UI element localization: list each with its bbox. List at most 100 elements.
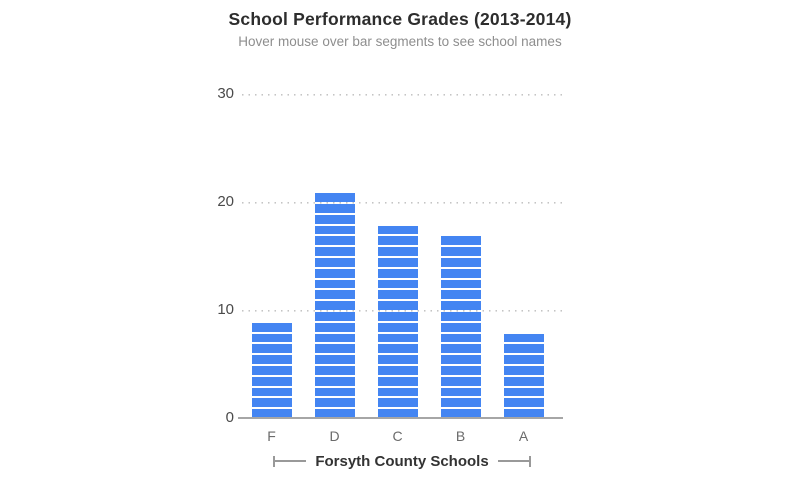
gridline-y-10 <box>242 310 562 312</box>
y-tick-label-10: 10 <box>217 301 234 318</box>
bar-segment-C-9[interactable] <box>377 322 418 332</box>
bar-segment-A-5[interactable] <box>503 366 544 375</box>
y-tick-label-20: 20 <box>217 193 234 210</box>
bar-segment-D-17[interactable] <box>314 236 355 246</box>
bar-segment-D-1[interactable] <box>314 409 355 418</box>
bar-segment-F-3[interactable] <box>251 387 292 397</box>
bar-segment-C-2[interactable] <box>377 398 418 408</box>
bar-segment-D-11[interactable] <box>314 301 355 311</box>
bar-segment-F-1[interactable] <box>251 409 292 418</box>
bar-segment-A-8[interactable] <box>503 333 544 343</box>
bar-segment-A-2[interactable] <box>503 398 544 408</box>
chart-subtitle: Hover mouse over bar segments to see sch… <box>238 34 562 49</box>
gridline-y-30 <box>242 94 562 96</box>
bar-segment-D-13[interactable] <box>314 279 355 289</box>
bar-segment-F-7[interactable] <box>251 344 292 354</box>
bar-segment-D-4[interactable] <box>314 376 355 386</box>
bar-segment-D-14[interactable] <box>314 268 355 278</box>
bar-segment-A-6[interactable] <box>503 355 544 365</box>
bar-segment-B-13[interactable] <box>440 279 481 289</box>
bar-segment-C-18[interactable] <box>377 225 418 235</box>
bar-segment-B-11[interactable] <box>440 301 481 311</box>
bracket-left-tick <box>273 455 276 467</box>
bar-segment-C-15[interactable] <box>377 258 418 267</box>
bar-segment-C-8[interactable] <box>377 333 418 343</box>
bar-segment-D-15[interactable] <box>314 258 355 267</box>
bar-segment-D-21[interactable] <box>314 193 355 203</box>
bar-segment-B-8[interactable] <box>440 333 481 343</box>
bar-segment-B-17[interactable] <box>440 236 481 246</box>
bar-segment-D-2[interactable] <box>314 398 355 408</box>
bar-segment-B-16[interactable] <box>440 247 481 257</box>
chart-title: School Performance Grades (2013-2014) <box>228 9 572 29</box>
bar-segment-C-6[interactable] <box>377 355 418 365</box>
bar-D <box>314 193 355 418</box>
bar-segment-F-2[interactable] <box>251 398 292 408</box>
bar-segment-C-16[interactable] <box>377 247 418 257</box>
bar-segment-D-6[interactable] <box>314 355 355 365</box>
bar-segment-C-1[interactable] <box>377 409 418 418</box>
bar-segment-C-4[interactable] <box>377 376 418 386</box>
bar-F <box>251 322 292 418</box>
bar-segment-D-18[interactable] <box>314 225 355 235</box>
bar-segment-C-17[interactable] <box>377 236 418 246</box>
bar-B <box>440 236 481 418</box>
x-tick-label-B: B <box>455 428 466 444</box>
bar-segment-C-3[interactable] <box>377 387 418 397</box>
y-tick-label-0: 0 <box>225 409 234 426</box>
bracket-right-line <box>497 460 529 462</box>
bar-segment-A-1[interactable] <box>503 409 544 418</box>
bar-segment-D-12[interactable] <box>314 290 355 300</box>
gridline-y-20 <box>242 202 562 204</box>
bar-segment-B-1[interactable] <box>440 409 481 418</box>
x-axis-line <box>238 417 563 419</box>
bar-segment-B-2[interactable] <box>440 398 481 408</box>
bar-segment-D-19[interactable] <box>314 214 355 224</box>
bar-segment-F-8[interactable] <box>251 333 292 343</box>
bracket-left-line <box>275 460 307 462</box>
bar-segment-B-4[interactable] <box>440 376 481 386</box>
bar-segment-F-4[interactable] <box>251 376 292 386</box>
bar-C <box>377 225 418 418</box>
bar-segment-A-3[interactable] <box>503 387 544 397</box>
x-tick-label-D: D <box>329 428 340 444</box>
bar-A <box>503 333 544 418</box>
bar-segment-F-5[interactable] <box>251 366 292 375</box>
bar-segment-D-16[interactable] <box>314 247 355 257</box>
x-tick-label-A: A <box>518 428 529 444</box>
bar-segment-B-10[interactable] <box>440 312 481 321</box>
bar-segment-C-14[interactable] <box>377 268 418 278</box>
bar-segment-B-14[interactable] <box>440 268 481 278</box>
bar-segment-D-8[interactable] <box>314 333 355 343</box>
bar-segment-D-7[interactable] <box>314 344 355 354</box>
bar-segment-C-10[interactable] <box>377 312 418 321</box>
bar-segment-C-11[interactable] <box>377 301 418 311</box>
bar-segment-C-13[interactable] <box>377 279 418 289</box>
bar-segment-B-5[interactable] <box>440 366 481 375</box>
x-axis-title: Forsyth County Schools <box>315 452 489 470</box>
bar-segment-C-7[interactable] <box>377 344 418 354</box>
y-tick-label-30: 30 <box>217 85 234 102</box>
bar-segment-D-20[interactable] <box>314 204 355 213</box>
bar-segment-D-3[interactable] <box>314 387 355 397</box>
bar-segment-F-9[interactable] <box>251 322 292 332</box>
bar-segment-B-6[interactable] <box>440 355 481 365</box>
bar-segment-D-5[interactable] <box>314 366 355 375</box>
bar-segment-C-5[interactable] <box>377 366 418 375</box>
bar-segment-D-10[interactable] <box>314 312 355 321</box>
bar-segment-A-7[interactable] <box>503 344 544 354</box>
bar-segment-B-12[interactable] <box>440 290 481 300</box>
bar-segment-F-6[interactable] <box>251 355 292 365</box>
bar-segment-C-12[interactable] <box>377 290 418 300</box>
bar-segment-D-9[interactable] <box>314 322 355 332</box>
x-tick-label-C: C <box>392 428 403 444</box>
bar-segment-B-15[interactable] <box>440 258 481 267</box>
bar-segment-B-7[interactable] <box>440 344 481 354</box>
bracket-right-tick <box>528 455 531 467</box>
bar-segment-B-9[interactable] <box>440 322 481 332</box>
x-axis-title-bracket: Forsyth County Schools <box>242 451 562 471</box>
bar-segment-B-3[interactable] <box>440 387 481 397</box>
bar-segment-A-4[interactable] <box>503 376 544 386</box>
x-tick-label-F: F <box>267 428 276 444</box>
